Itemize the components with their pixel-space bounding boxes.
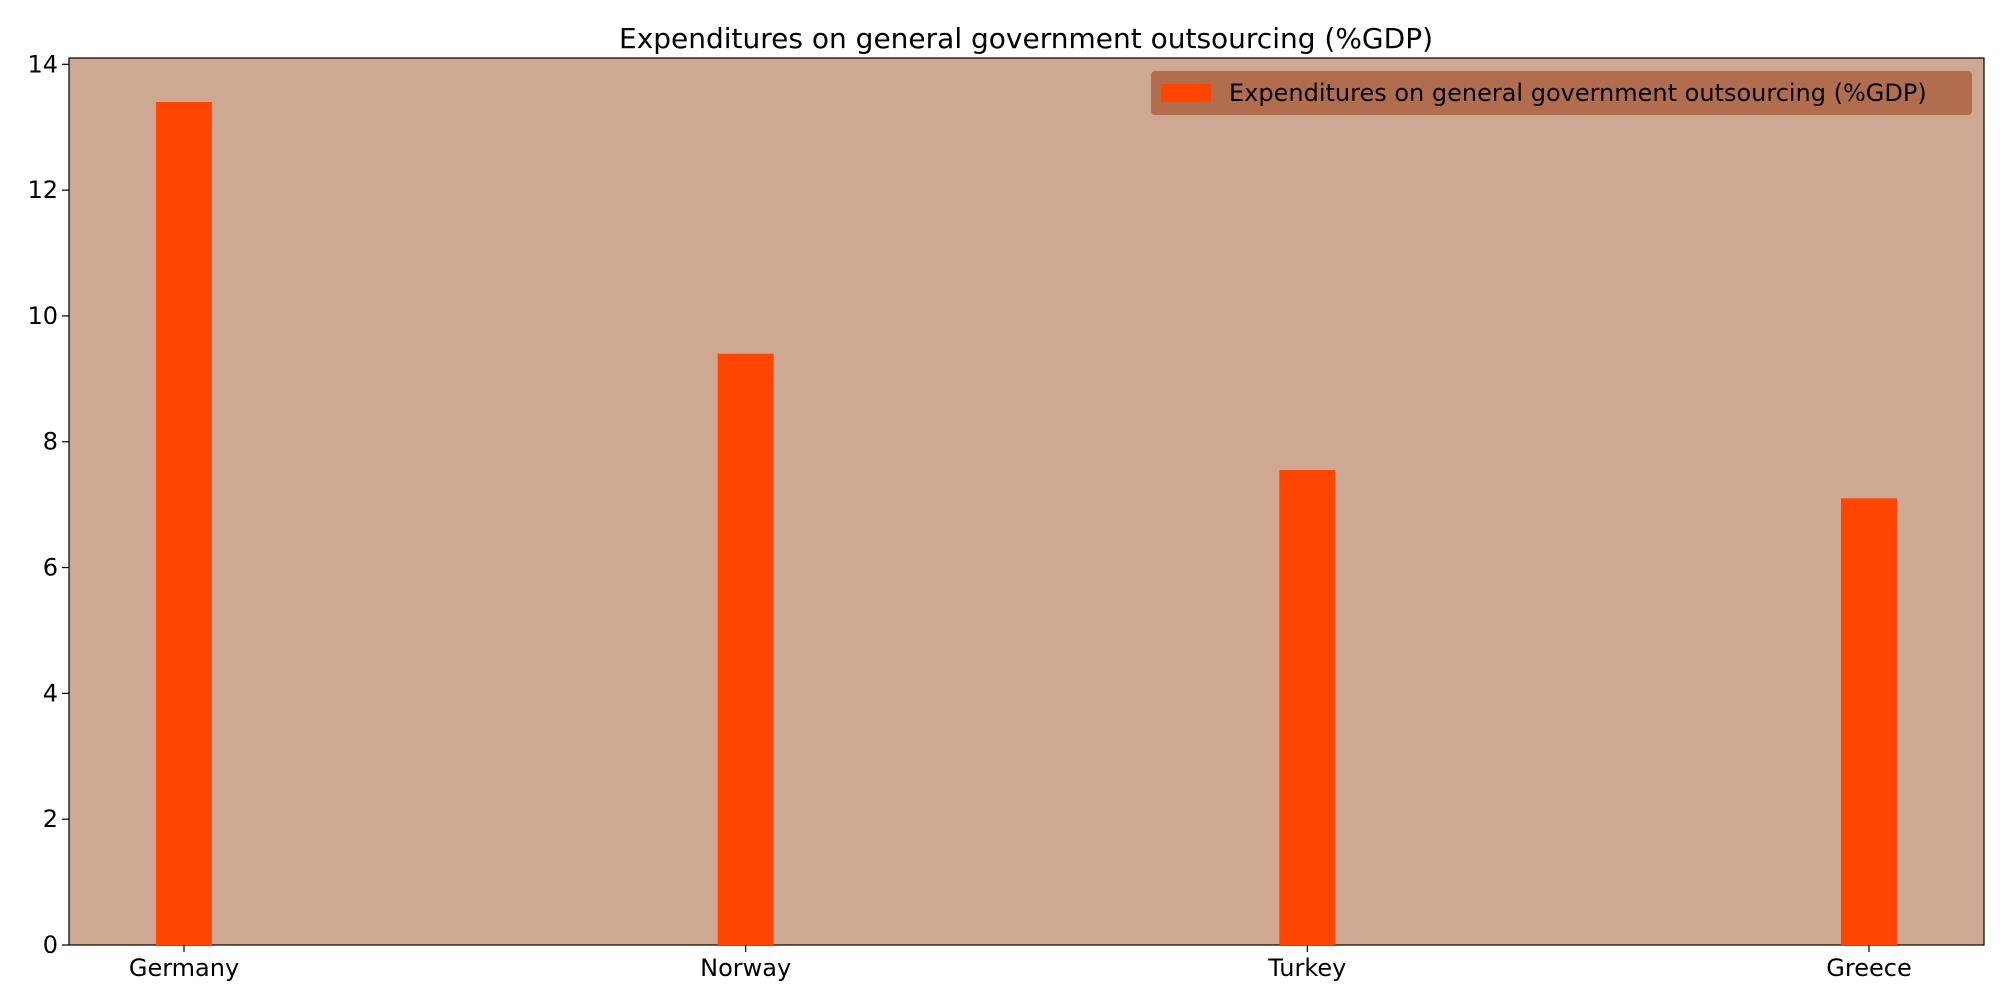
y-tick-label: 8: [43, 428, 58, 456]
y-tick-label: 2: [43, 805, 58, 833]
legend-label: Expenditures on general government outso…: [1229, 79, 1927, 107]
y-tick-label: 6: [43, 554, 58, 582]
bar-greece: [1841, 498, 1897, 945]
y-tick-label: 12: [27, 176, 58, 204]
x-tick-label: Germany: [129, 954, 239, 982]
x-axis: Germany Norway Turkey Greece: [129, 945, 1912, 982]
y-tick-label: 10: [27, 302, 58, 330]
legend-box: [1151, 71, 1972, 115]
bar-turkey: [1279, 470, 1336, 945]
legend-swatch: [1161, 84, 1211, 102]
y-tick-label: 0: [43, 931, 58, 959]
y-axis: 0 2 4 6 8 10 12 14: [27, 50, 69, 959]
plot-area: [68, 57, 1985, 946]
legend: Expenditures on general government outso…: [1151, 71, 1972, 115]
x-tick-label: Norway: [700, 954, 791, 982]
chart-title: Expenditures on general government outso…: [619, 22, 1433, 55]
y-tick-label: 14: [27, 50, 58, 78]
x-tick-label: Greece: [1826, 954, 1911, 982]
x-tick-label: Turkey: [1267, 954, 1346, 982]
bar-norway: [717, 353, 774, 946]
y-tick-label: 4: [43, 679, 58, 707]
bar-germany: [156, 102, 212, 945]
bar-series: [156, 102, 1897, 946]
